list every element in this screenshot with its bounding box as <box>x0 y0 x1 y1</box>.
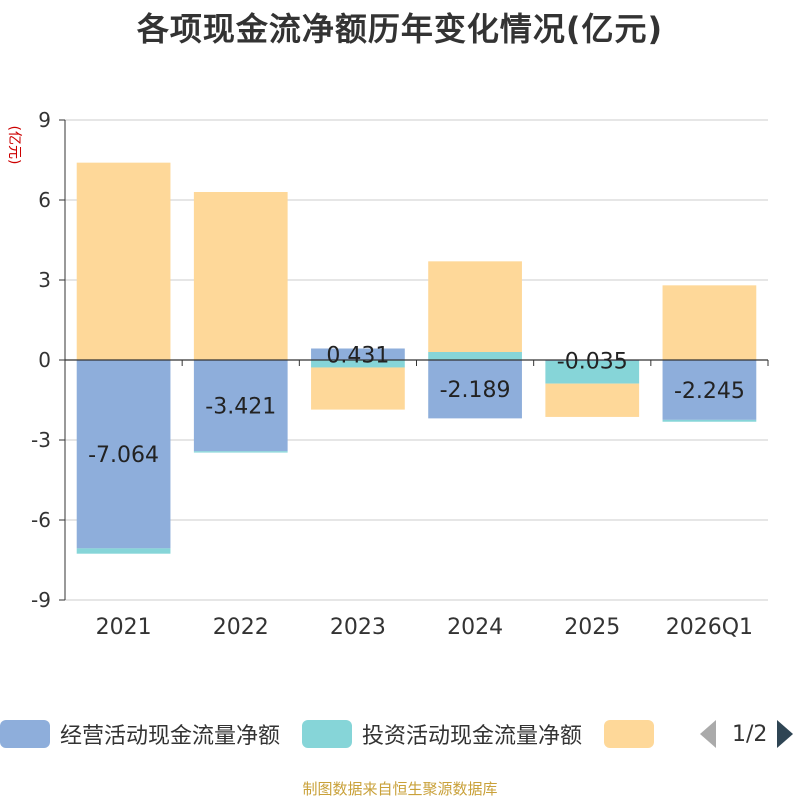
data-label-2021: -7.064 <box>88 443 159 468</box>
bar-s0-2026Q1 <box>662 360 757 420</box>
legend-label-operating: 经营活动现金流量净额 <box>60 724 281 749</box>
x-tick-label-2024: 2024 <box>447 615 503 640</box>
bar-s1-2021 <box>76 548 171 554</box>
legend-next-arrow-icon[interactable] <box>777 720 794 748</box>
y-tick-label-1: 6 <box>38 188 51 212</box>
legend-item-financing[interactable] <box>604 720 664 748</box>
chart-title: 各项现金流净额历年变化情况(亿元) <box>136 10 664 48</box>
y-tick-label-3: 0 <box>38 348 51 372</box>
bar-s2-2025 <box>545 383 640 417</box>
x-tick-label-2026Q1: 2026Q1 <box>666 615 753 640</box>
bar-s0-2023 <box>311 348 405 360</box>
y-tick-label-5: -6 <box>31 508 51 532</box>
bar-s1-2022 <box>193 451 288 453</box>
legend-prev-arrow-icon[interactable] <box>700 720 716 748</box>
y-tick-label-0: 9 <box>38 108 51 132</box>
x-tick-label-2023: 2023 <box>330 615 386 640</box>
data-label-2023: 0.431 <box>326 343 389 368</box>
source-note: 制图数据来自恒生聚源数据库 <box>302 780 498 798</box>
data-label-2024: -2.189 <box>440 378 511 403</box>
bar-s2-2022 <box>193 192 288 360</box>
bar-s1-2024 <box>428 352 522 360</box>
y-tick-label-2: 3 <box>38 268 51 292</box>
data-label-2026Q1: -2.245 <box>674 379 745 404</box>
bar-s2-2023 <box>311 367 405 410</box>
y-tick-label-6: -9 <box>31 588 51 612</box>
legend-item-operating[interactable]: 经营活动现金流量净额 <box>0 718 280 750</box>
bar-s1-2026Q1 <box>662 419 757 422</box>
legend-item-investing[interactable]: 投资活动现金流量净额 <box>302 718 582 750</box>
bar-s1-2025 <box>545 360 640 384</box>
y-axis-unit-label: (亿元) <box>6 126 22 165</box>
legend-pager: 1/2 <box>700 716 794 752</box>
bar-s0-2021 <box>76 360 171 549</box>
bar-s2-2024 <box>428 261 522 352</box>
data-label-2025: -0.035 <box>557 349 628 374</box>
legend-swatch-investing <box>302 720 353 748</box>
y-tick-label-4: -3 <box>31 428 51 452</box>
data-label-2022: -3.421 <box>205 395 276 420</box>
bar-s0-2022 <box>193 360 288 452</box>
legend-swatch-financing <box>604 720 655 748</box>
x-tick-label-2022: 2022 <box>213 615 269 640</box>
legend-page-indicator: 1/2 <box>732 721 768 747</box>
legend-swatch-operating <box>0 720 50 748</box>
legend-label-investing: 投资活动现金流量净额 <box>362 724 583 749</box>
bar-s2-2026Q1 <box>662 285 757 360</box>
bar-s0-2024 <box>428 360 522 419</box>
x-tick-label-2025: 2025 <box>564 615 620 640</box>
x-tick-label-2021: 2021 <box>96 615 152 640</box>
bar-s2-2021 <box>76 162 171 360</box>
bar-s1-2023 <box>311 360 405 368</box>
legend: 经营活动现金流量净额 投资活动现金流量净额 <box>0 716 800 752</box>
